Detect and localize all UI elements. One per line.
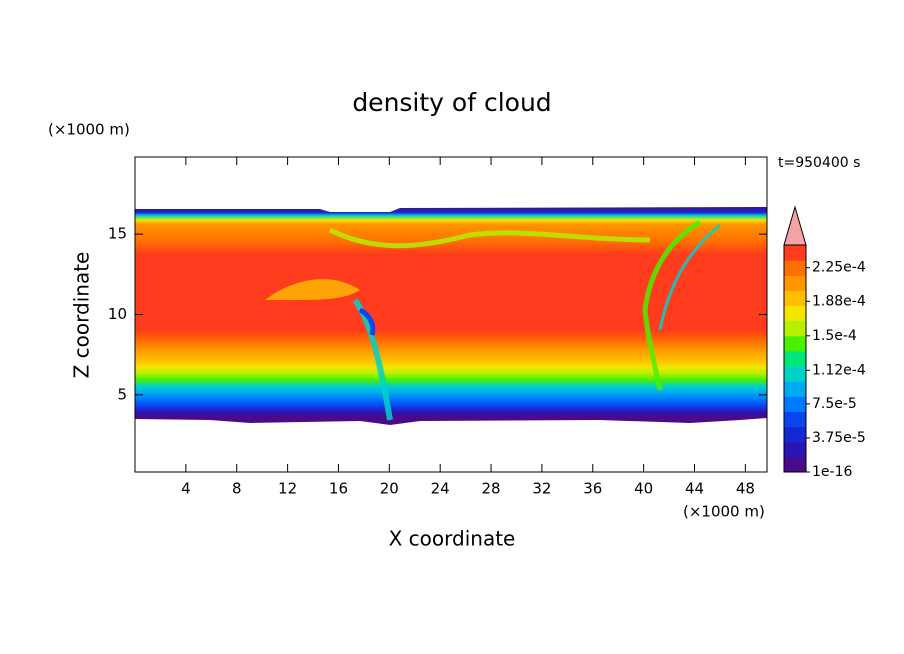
- colorbar-label: 2.25e-4: [812, 260, 866, 276]
- colorbar-band: [784, 290, 806, 307]
- y-tick-label: 5: [117, 385, 127, 403]
- y-tick-label: 10: [108, 305, 127, 323]
- x-tick-label: 28: [482, 480, 501, 498]
- y-unit: (×1000 m): [48, 121, 130, 139]
- y-axis-label: Z coordinate: [70, 252, 94, 379]
- y-tick-label: 15: [108, 225, 127, 243]
- colorbar-band: [784, 245, 806, 261]
- x-tick-label: 4: [181, 480, 191, 498]
- colorbar-band: [784, 350, 806, 367]
- colorbar-label: 1.5e-4: [812, 328, 857, 344]
- x-unit: (×1000 m): [683, 503, 765, 521]
- chart-title: density of cloud: [352, 88, 551, 117]
- colorbar-label: 3.75e-5: [812, 430, 866, 446]
- colorbar-band: [784, 275, 806, 291]
- colorbar-label: 1.88e-4: [812, 293, 866, 309]
- colorbar-band: [784, 411, 806, 428]
- annotation: t=950400 s: [778, 155, 860, 171]
- x-tick-label: 44: [685, 480, 704, 498]
- x-tick-label: 8: [232, 480, 242, 498]
- colorbar-label: 7.5e-5: [812, 396, 857, 412]
- colorbar-band: [784, 305, 806, 322]
- x-tick-label: 32: [532, 480, 551, 498]
- colorbar-label: 1e-16: [812, 464, 852, 480]
- colorbar-label: 1.12e-4: [812, 362, 866, 378]
- colorbar-band: [784, 441, 806, 458]
- colorbar-extension: [783, 205, 807, 246]
- x-tick-label: 40: [634, 480, 653, 498]
- x-tick-label: 16: [329, 480, 348, 498]
- colorbar-band: [784, 396, 806, 412]
- x-tick-label: 48: [736, 480, 755, 498]
- x-tick-label: 20: [380, 480, 399, 498]
- x-axis-label: X coordinate: [389, 527, 516, 551]
- contour-field: [135, 207, 767, 425]
- colorbar-band: [784, 260, 806, 276]
- colorbar-band: [784, 320, 806, 337]
- colorbar-band: [784, 335, 806, 352]
- colorbar-band: [784, 456, 806, 473]
- x-tick-label: 12: [278, 480, 297, 498]
- colorbar-band: [784, 381, 806, 397]
- x-tick-label: 36: [583, 480, 602, 498]
- colorbar-band: [784, 366, 806, 382]
- colorbar-band: [784, 426, 806, 443]
- x-tick-label: 24: [431, 480, 450, 498]
